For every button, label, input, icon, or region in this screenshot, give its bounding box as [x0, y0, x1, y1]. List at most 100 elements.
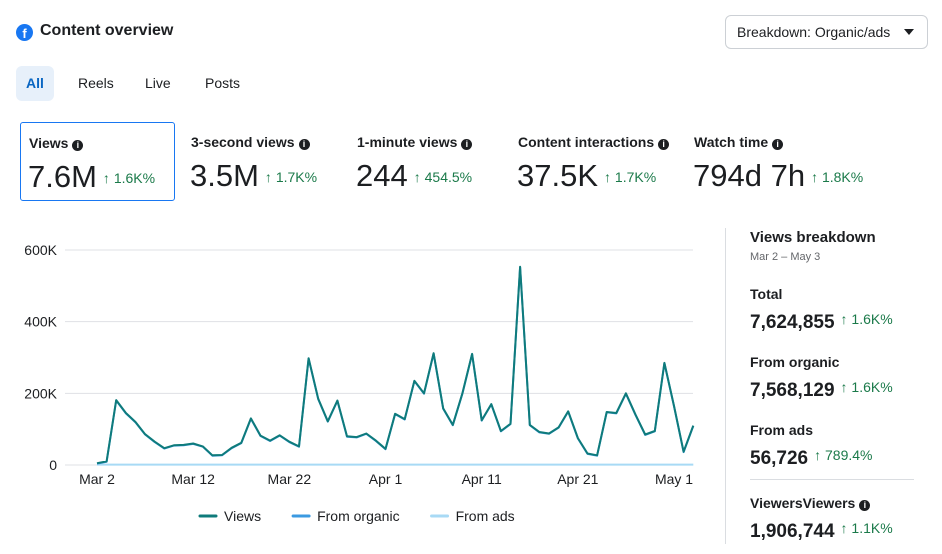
x-tick-label: Apr 1: [369, 471, 403, 487]
breakdown-dropdown[interactable]: Breakdown: Organic/ads: [725, 15, 928, 49]
metric-value: 794d 7h ↑ 1.8K%: [693, 158, 863, 194]
breakdown-label: ViewersViewers i: [750, 495, 871, 511]
dropdown-label: Breakdown: Organic/ads: [737, 24, 891, 40]
x-tick-label: Apr 21: [557, 471, 598, 487]
metric-label-text: Views: [29, 135, 69, 151]
breakdown-value: 7,624,855 ↑ 1.6K%: [750, 311, 893, 334]
metric-card[interactable]: Watch time i 794d 7h ↑ 1.8K%: [689, 122, 863, 201]
info-icon: i: [461, 139, 473, 150]
breakdown-change: ↑ 1.1K%: [841, 520, 893, 536]
breakdown-change-text: 789.4%: [825, 447, 873, 463]
breakdown-label-text: Viewers: [802, 495, 856, 511]
metric-card[interactable]: 3-second views i 3.5M ↑ 1.7K%: [186, 122, 341, 201]
metric-card[interactable]: Views i 7.6M ↑ 1.6K%: [20, 122, 175, 201]
metric-value: 7.6M ↑ 1.6K%: [28, 159, 155, 195]
x-tick-label: Mar 22: [268, 471, 312, 487]
separator: [750, 479, 914, 480]
breakdown-title: Views breakdown: [750, 229, 876, 246]
info-icon: i: [298, 139, 310, 150]
breakdown-change: ↑ 1.6K%: [841, 311, 893, 327]
line-series: [96, 265, 695, 465]
chart: 0 200K 400K 600K Mar 2 Mar 12 Mar 22 Apr 1 Apr 1…: [24, 242, 695, 524]
breakdown-change: ↑ 789.4%: [814, 447, 872, 463]
x-tick-label: May 1: [655, 471, 693, 487]
metric-label: Content interactions i: [518, 134, 670, 150]
breakdown-change: ↑ 1.6K%: [841, 379, 893, 395]
x-tick-label: Apr 11: [462, 471, 502, 487]
breakdown-value: 1,906,744 ↑ 1.1K%: [750, 520, 893, 543]
metric-change: ↑ 454.5%: [414, 169, 472, 185]
x-tick-label: Mar 12: [171, 471, 215, 487]
tab[interactable]: Reels: [78, 75, 114, 91]
metric-label-text: Watch time: [694, 134, 769, 150]
breakdown-value-text: 56,726: [750, 448, 809, 469]
tab[interactable]: Live: [145, 75, 171, 91]
line-series: [96, 266, 695, 465]
tab[interactable]: Posts: [205, 75, 241, 91]
metric-value: 37.5K ↑ 1.7K%: [517, 158, 656, 194]
metric-change: ↑ 1.7K%: [265, 169, 317, 185]
breakdown-label: From ads: [750, 422, 814, 438]
breakdown-change-text: 1.6K%: [851, 379, 893, 395]
up-arrow: ↑: [264, 169, 276, 185]
metric-change: ↑ 1.6K%: [103, 170, 155, 186]
metric-change-text: 1.8K%: [821, 169, 864, 185]
y-tick-label: 400K: [24, 314, 57, 330]
metric-label: 3-second views i: [191, 134, 310, 150]
metric-value-text: 7.6M: [28, 159, 97, 194]
breakdown-value: 7,568,129 ↑ 1.6K%: [750, 379, 893, 402]
breakdown-range: Mar 2 – May 3: [750, 251, 821, 263]
metric-value: 244 ↑ 454.5%: [356, 158, 472, 194]
legend-label: From ads: [456, 508, 515, 524]
breakdown-value-text: 7,568,129: [750, 380, 835, 401]
divider: [725, 228, 726, 544]
breakdown-value: 56,726 ↑ 789.4%: [750, 447, 873, 470]
x-tick-label: Mar 2: [79, 471, 115, 487]
metric-change-text: 454.5%: [424, 169, 473, 185]
info-icon: i: [772, 139, 784, 150]
metric-label: Views i: [29, 135, 84, 151]
metric-value-text: 3.5M: [190, 158, 259, 193]
info-icon: i: [658, 139, 670, 150]
metric-value-text: 794d 7h: [693, 158, 806, 193]
breakdown-label: From organic: [750, 354, 840, 370]
breakdown-change-text: 1.6K%: [851, 311, 893, 327]
metric-value-text: 244: [356, 158, 408, 193]
info-icon: i: [72, 140, 84, 151]
metric-card[interactable]: Content interactions i 37.5K ↑ 1.7K%: [513, 122, 670, 201]
up-arrow: ↑: [604, 169, 615, 185]
y-tick-label: 600K: [24, 242, 57, 258]
breakdown-value-text: 1,906,744: [750, 521, 835, 542]
metric-label-text: Content interactions: [518, 134, 655, 150]
up-arrow: ↑: [102, 170, 114, 186]
metric-change-text: 1.7K%: [275, 169, 318, 185]
metric-value-text: 37.5K: [517, 158, 599, 193]
breakdown-value-text: 7,624,855: [750, 312, 835, 333]
facebook-logo: f: [16, 24, 33, 41]
metric-change-text: 1.7K%: [614, 169, 657, 185]
up-arrow: ↑: [811, 169, 822, 185]
legend-label: From organic: [317, 508, 399, 524]
y-tick-label: 200K: [24, 385, 57, 401]
tab[interactable]: All: [16, 66, 54, 101]
metric-change-text: 1.6K%: [113, 170, 156, 186]
up-arrow: ↑: [840, 311, 852, 327]
metric-change: ↑ 1.8K%: [811, 169, 863, 185]
metric-label-text: 1-minute views: [357, 134, 458, 150]
metric-change: ↑ 1.7K%: [604, 169, 656, 185]
page-title: Content overview: [40, 22, 174, 39]
up-arrow: ↑: [840, 520, 852, 536]
breakdown-change-text: 1.1K%: [851, 520, 893, 536]
metric-label-text: 3-second views: [191, 134, 295, 150]
breakdown-label: Total: [750, 286, 783, 302]
metric-value: 3.5M ↑ 1.7K%: [190, 158, 317, 194]
up-arrow: ↑: [814, 447, 826, 463]
up-arrow: ↑: [413, 169, 425, 185]
metric-card[interactable]: 1-minute views i 244 ↑ 454.5%: [352, 122, 507, 201]
up-arrow: ↑: [840, 379, 852, 395]
y-tick-label: 0: [49, 457, 57, 473]
legend-label: Views: [224, 508, 261, 524]
caret-icon: [904, 29, 914, 35]
metric-label: Watch time i: [694, 134, 784, 150]
